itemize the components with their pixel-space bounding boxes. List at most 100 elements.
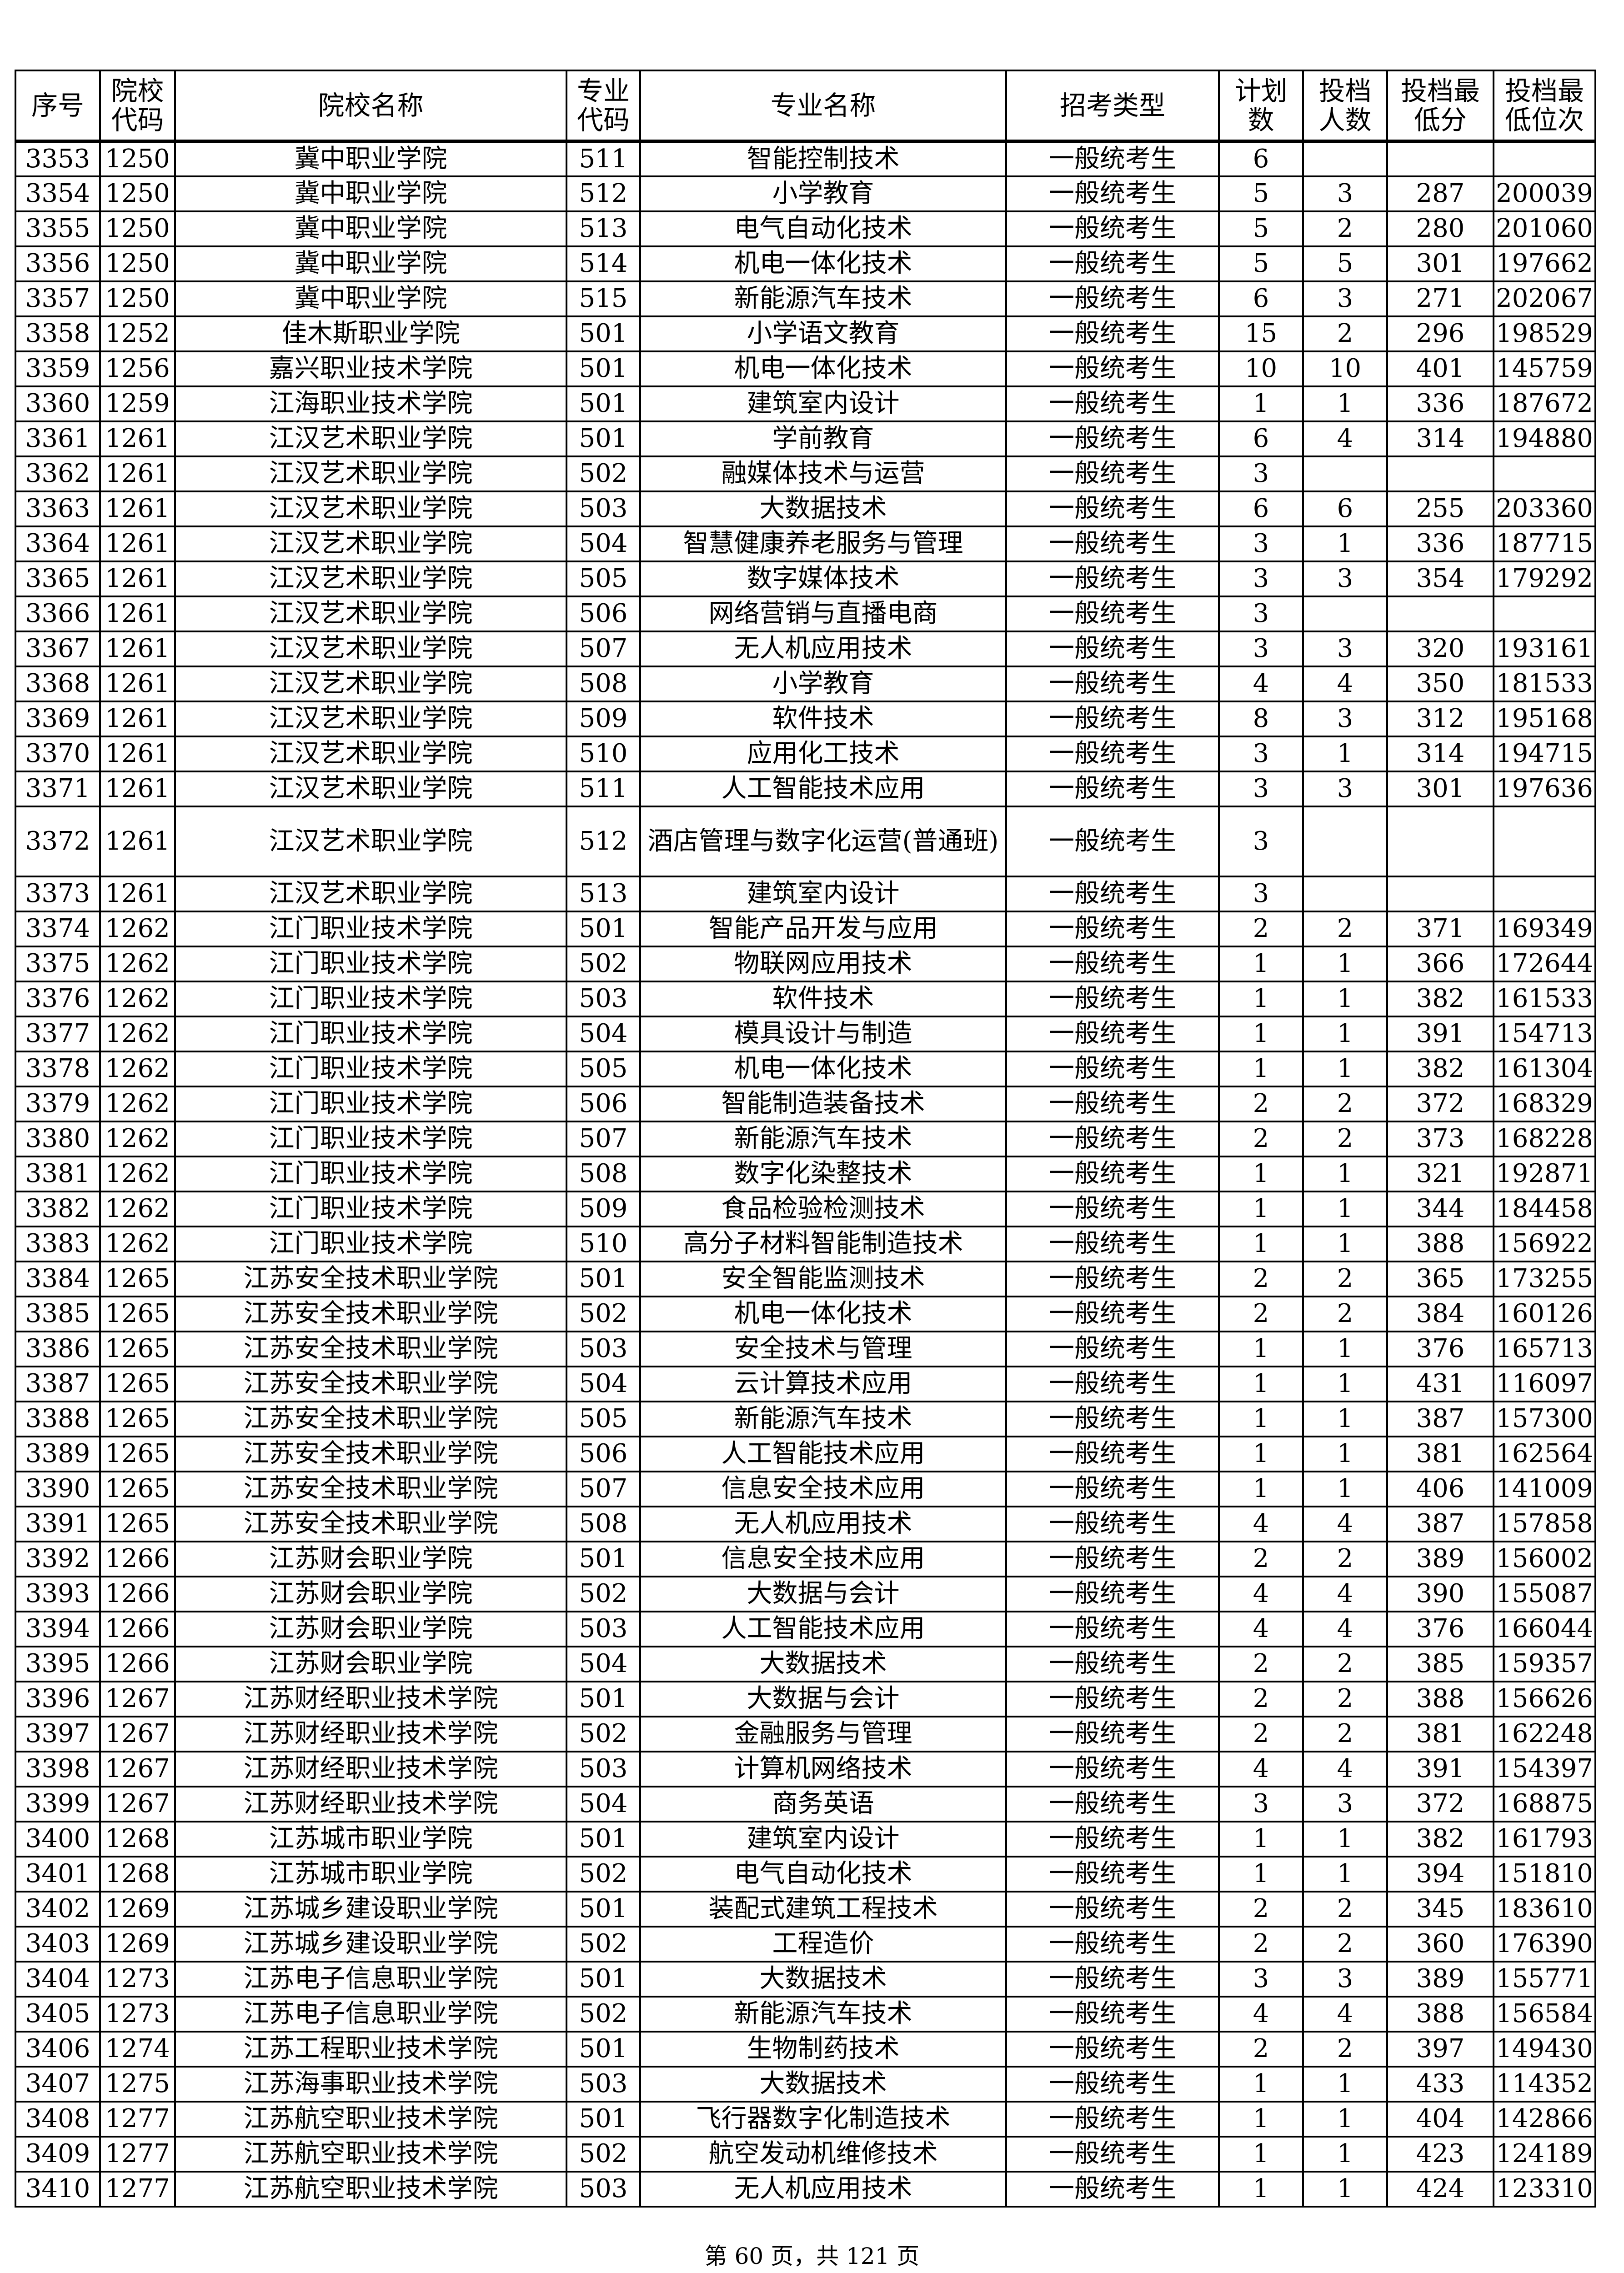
cell-exam-type: 一般统考生: [1005, 595, 1220, 632]
cell-school-code: 1265: [99, 1365, 176, 1402]
cell-major-code: 505: [566, 1400, 641, 1437]
cell-school-code: 1275: [99, 2065, 176, 2103]
cell-seq: 3362: [15, 455, 101, 492]
cell-major-name: 小学教育: [639, 175, 1007, 212]
cell-admitted-count: [1302, 595, 1388, 632]
cell-exam-type: 一般统考生: [1005, 420, 1220, 457]
cell-major-name: 信息安全技术应用: [639, 1470, 1007, 1507]
cell-min-score: 365: [1386, 1260, 1494, 1297]
cell-major-code: 501: [566, 420, 641, 457]
cell-min-rank: 201060: [1493, 210, 1596, 247]
cell-min-rank: 168329: [1493, 1085, 1596, 1122]
cell-exam-type: 一般统考生: [1005, 1015, 1220, 1052]
cell-min-rank: 173255: [1493, 1260, 1596, 1297]
cell-admitted-count: [1302, 455, 1388, 492]
cell-school-code: 1256: [99, 350, 176, 387]
cell-admitted-count: [1302, 805, 1388, 877]
cell-seq: 3393: [15, 1575, 101, 1612]
cell-school-code: 1266: [99, 1540, 176, 1577]
cell-min-score: 423: [1386, 2135, 1494, 2173]
cell-major-code: 508: [566, 1505, 641, 1542]
cell-major-name: 装配式建筑工程技术: [639, 1890, 1007, 1928]
table-row: 3359 1256 嘉兴职业技术学院 501 机电一体化技术 一般统考生 10 10 401 14…: [15, 350, 1596, 387]
cell-major-code: 505: [566, 1050, 641, 1087]
cell-major-code: 502: [566, 1925, 641, 1963]
cell-school-code: 1265: [99, 1295, 176, 1332]
cell-major-name: 应用化工技术: [639, 735, 1007, 772]
cell-plan-count: 3: [1218, 875, 1304, 912]
cell-min-score: 372: [1386, 1785, 1494, 1822]
cell-min-rank: 169349: [1493, 910, 1596, 947]
cell-min-rank: 154713: [1493, 1015, 1596, 1052]
cell-major-code: 503: [566, 2065, 641, 2103]
cell-exam-type: 一般统考生: [1005, 1190, 1220, 1227]
cell-seq: 3383: [15, 1225, 101, 1262]
cell-min-rank: 145759: [1493, 350, 1596, 387]
header-text: 招考类型: [1059, 90, 1165, 121]
cell-school-name: 江苏电子信息职业学院: [174, 1995, 567, 2033]
cell-major-name: 无人机应用技术: [639, 630, 1007, 667]
cell-min-score: 360: [1386, 1925, 1494, 1963]
cell-exam-type: 一般统考生: [1005, 490, 1220, 527]
table-row: 3380 1262 江门职业技术学院 507 新能源汽车技术 一般统考生 2 2 373 1682…: [15, 1120, 1596, 1157]
cell-admitted-count: 1: [1302, 2065, 1388, 2103]
cell-plan-count: 3: [1218, 455, 1304, 492]
cell-exam-type: 一般统考生: [1005, 980, 1220, 1017]
table-row: 3388 1265 江苏安全技术职业学院 505 新能源汽车技术 一般统考生 1 1 387 15…: [15, 1400, 1596, 1437]
cell-min-score: 345: [1386, 1890, 1494, 1928]
cell-seq: 3373: [15, 875, 101, 912]
cell-major-code: 510: [566, 735, 641, 772]
cell-seq: 3355: [15, 210, 101, 247]
header-school-name: 院校名称: [174, 70, 567, 142]
cell-admitted-count: 1: [1302, 735, 1388, 772]
cell-school-name: 江汉艺术职业学院: [174, 595, 567, 632]
cell-seq: 3360: [15, 385, 101, 422]
cell-exam-type: 一般统考生: [1005, 805, 1220, 877]
cell-admitted-count: 1: [1302, 980, 1388, 1017]
cell-exam-type: 一般统考生: [1005, 1715, 1220, 1752]
cell-min-score: 296: [1386, 315, 1494, 352]
cell-min-rank: 157300: [1493, 1400, 1596, 1437]
cell-school-name: 江苏安全技术职业学院: [174, 1365, 567, 1402]
cell-admitted-count: 1: [1302, 1225, 1388, 1262]
cell-exam-type: 一般统考生: [1005, 2135, 1220, 2173]
cell-major-code: 501: [566, 1260, 641, 1297]
cell-school-code: 1265: [99, 1400, 176, 1437]
cell-exam-type: 一般统考生: [1005, 1785, 1220, 1822]
cell-major-code: 504: [566, 1365, 641, 1402]
header-row: 序号 院校代码 院校名称 专业代码 专业名称 招考类型 计划数 投档人数 投档最…: [15, 70, 1596, 142]
cell-major-name: 机电一体化技术: [639, 1050, 1007, 1087]
cell-major-name: 新能源汽车技术: [639, 280, 1007, 317]
cell-major-name: 电气自动化技术: [639, 210, 1007, 247]
cell-min-rank: 179292: [1493, 560, 1596, 597]
cell-plan-count: 2: [1218, 1540, 1304, 1577]
cell-exam-type: 一般统考生: [1005, 245, 1220, 282]
cell-plan-count: 6: [1218, 420, 1304, 457]
cell-exam-type: 一般统考生: [1005, 665, 1220, 702]
cell-school-name: 冀中职业学院: [174, 280, 567, 317]
cell-admitted-count: 3: [1302, 630, 1388, 667]
cell-school-code: 1265: [99, 1435, 176, 1472]
cell-admitted-count: 4: [1302, 665, 1388, 702]
cell-seq: 3405: [15, 1995, 101, 2033]
cell-major-name: 信息安全技术应用: [639, 1540, 1007, 1577]
cell-school-name: 江苏财经职业技术学院: [174, 1785, 567, 1822]
cell-admitted-count: 2: [1302, 1925, 1388, 1963]
cell-school-name: 江门职业技术学院: [174, 1015, 567, 1052]
cell-admitted-count: 2: [1302, 1645, 1388, 1682]
cell-school-name: 江苏安全技术职业学院: [174, 1295, 567, 1332]
cell-admitted-count: 1: [1302, 1400, 1388, 1437]
cell-school-code: 1273: [99, 1960, 176, 1998]
cell-major-name: 人工智能技术应用: [639, 1435, 1007, 1472]
cell-plan-count: 2: [1218, 1715, 1304, 1752]
cell-school-name: 江苏安全技术职业学院: [174, 1260, 567, 1297]
cell-min-score: 382: [1386, 1820, 1494, 1857]
table-row: 3371 1261 江汉艺术职业学院 511 人工智能技术应用 一般统考生 3 3 301 197…: [15, 770, 1596, 807]
cell-school-code: 1262: [99, 1120, 176, 1157]
cell-admitted-count: 3: [1302, 1785, 1388, 1822]
cell-admitted-count: 3: [1302, 280, 1388, 317]
cell-min-score: 401: [1386, 350, 1494, 387]
cell-seq: 3368: [15, 665, 101, 702]
cell-major-code: 501: [566, 1960, 641, 1998]
cell-exam-type: 一般统考生: [1005, 560, 1220, 597]
